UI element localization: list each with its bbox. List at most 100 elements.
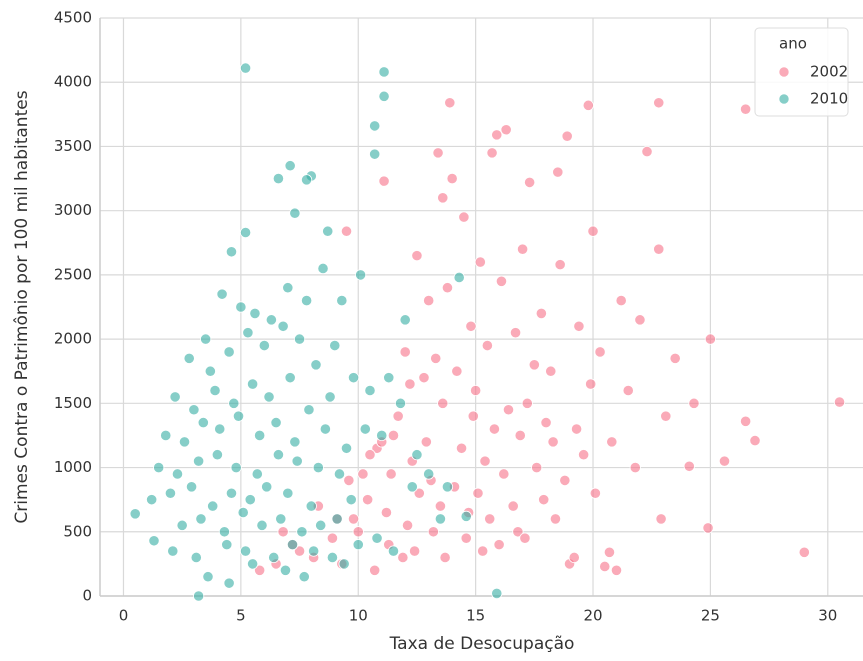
- point: [535, 307, 547, 320]
- point: [310, 359, 322, 371]
- point: [272, 172, 285, 185]
- point: [223, 577, 235, 589]
- point: [509, 327, 522, 339]
- point: [430, 352, 442, 364]
- point: [641, 145, 653, 158]
- legend-label: 2010: [810, 90, 848, 108]
- point: [359, 423, 371, 435]
- point: [516, 243, 529, 255]
- point: [169, 391, 181, 403]
- point: [230, 461, 242, 474]
- point: [547, 436, 559, 448]
- point: [153, 461, 165, 474]
- point: [688, 397, 700, 409]
- point: [270, 416, 282, 429]
- point: [326, 532, 339, 544]
- x-tick-label: 10: [349, 607, 368, 625]
- point: [521, 397, 533, 409]
- point: [268, 551, 280, 564]
- point: [451, 365, 463, 377]
- point: [385, 468, 397, 480]
- point: [380, 506, 393, 519]
- point: [444, 97, 456, 109]
- point: [514, 429, 526, 442]
- point: [423, 468, 435, 480]
- point: [587, 225, 599, 237]
- point: [326, 551, 339, 564]
- point: [427, 526, 439, 538]
- point: [561, 130, 573, 142]
- x-tick-label: 15: [466, 607, 485, 625]
- point: [740, 415, 752, 427]
- y-tick-label: 4500: [54, 9, 92, 27]
- y-tick-label: 3500: [54, 137, 92, 155]
- point: [235, 301, 247, 313]
- y-tick-label: 2000: [54, 330, 92, 348]
- point: [545, 365, 557, 377]
- point: [467, 410, 479, 422]
- point: [378, 175, 390, 187]
- point: [502, 404, 515, 416]
- point: [465, 320, 477, 332]
- point: [585, 378, 597, 390]
- point: [284, 160, 296, 172]
- point: [200, 333, 212, 345]
- y-tick-label: 4000: [54, 73, 92, 91]
- point: [477, 545, 489, 557]
- point: [164, 487, 177, 499]
- point: [491, 129, 503, 141]
- point: [293, 545, 306, 557]
- point: [455, 442, 468, 454]
- point: [225, 246, 238, 258]
- point: [540, 416, 552, 429]
- point: [343, 474, 355, 486]
- point: [423, 294, 435, 307]
- point: [340, 225, 353, 237]
- point: [474, 256, 486, 268]
- point: [357, 468, 369, 480]
- point: [223, 346, 235, 358]
- point: [352, 526, 364, 538]
- point: [272, 449, 285, 461]
- point: [538, 494, 550, 506]
- point: [211, 449, 223, 461]
- point: [371, 532, 383, 544]
- x-tick-label: 5: [236, 607, 246, 625]
- point: [317, 262, 329, 275]
- point: [470, 384, 482, 397]
- point: [479, 455, 491, 467]
- point: [434, 500, 447, 512]
- point: [148, 535, 160, 547]
- point: [171, 468, 184, 480]
- point: [411, 449, 423, 461]
- point: [305, 500, 317, 512]
- point: [420, 436, 432, 448]
- y-tick-label: 3000: [54, 201, 92, 219]
- point: [507, 500, 519, 512]
- point: [749, 434, 761, 447]
- point: [195, 513, 207, 525]
- point: [362, 494, 374, 506]
- point: [160, 429, 172, 442]
- point: [218, 526, 231, 538]
- point: [519, 532, 531, 544]
- point: [394, 397, 407, 409]
- point: [146, 494, 158, 506]
- point: [239, 226, 252, 239]
- point: [610, 564, 623, 576]
- point: [190, 551, 202, 564]
- point: [338, 558, 350, 570]
- point: [275, 513, 287, 525]
- legend-box: [754, 27, 849, 117]
- point: [798, 546, 810, 558]
- point: [322, 225, 334, 237]
- point: [481, 339, 493, 352]
- point: [303, 404, 315, 416]
- point: [193, 590, 205, 602]
- point: [221, 539, 233, 551]
- point: [216, 288, 228, 300]
- point: [413, 487, 425, 499]
- point: [308, 545, 320, 557]
- point: [568, 551, 580, 564]
- point: [498, 468, 510, 480]
